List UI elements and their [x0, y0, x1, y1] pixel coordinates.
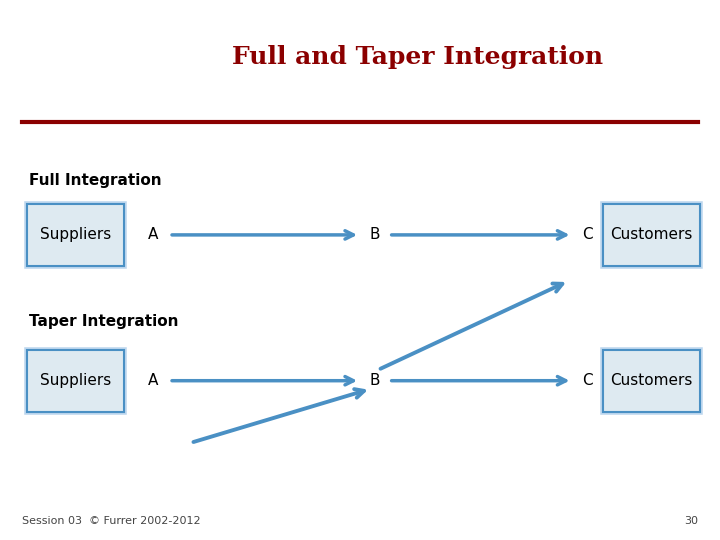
FancyBboxPatch shape: [27, 204, 124, 266]
Text: Full Integration: Full Integration: [29, 173, 161, 188]
Text: 30: 30: [685, 516, 698, 526]
Text: A: A: [148, 373, 158, 388]
FancyBboxPatch shape: [27, 350, 124, 411]
Text: Customers: Customers: [611, 227, 693, 242]
Text: A: A: [148, 227, 158, 242]
FancyBboxPatch shape: [603, 204, 701, 266]
Text: Full and Taper Integration: Full and Taper Integration: [232, 45, 603, 69]
Text: Customers: Customers: [611, 373, 693, 388]
Text: C: C: [582, 227, 593, 242]
Text: Suppliers: Suppliers: [40, 227, 111, 242]
Text: B: B: [369, 227, 380, 242]
Text: Taper Integration: Taper Integration: [29, 314, 179, 329]
Text: B: B: [369, 373, 380, 388]
FancyBboxPatch shape: [603, 350, 701, 411]
Text: Session 03  © Furrer 2002-2012: Session 03 © Furrer 2002-2012: [22, 516, 200, 526]
Text: C: C: [582, 373, 593, 388]
Text: Suppliers: Suppliers: [40, 373, 111, 388]
